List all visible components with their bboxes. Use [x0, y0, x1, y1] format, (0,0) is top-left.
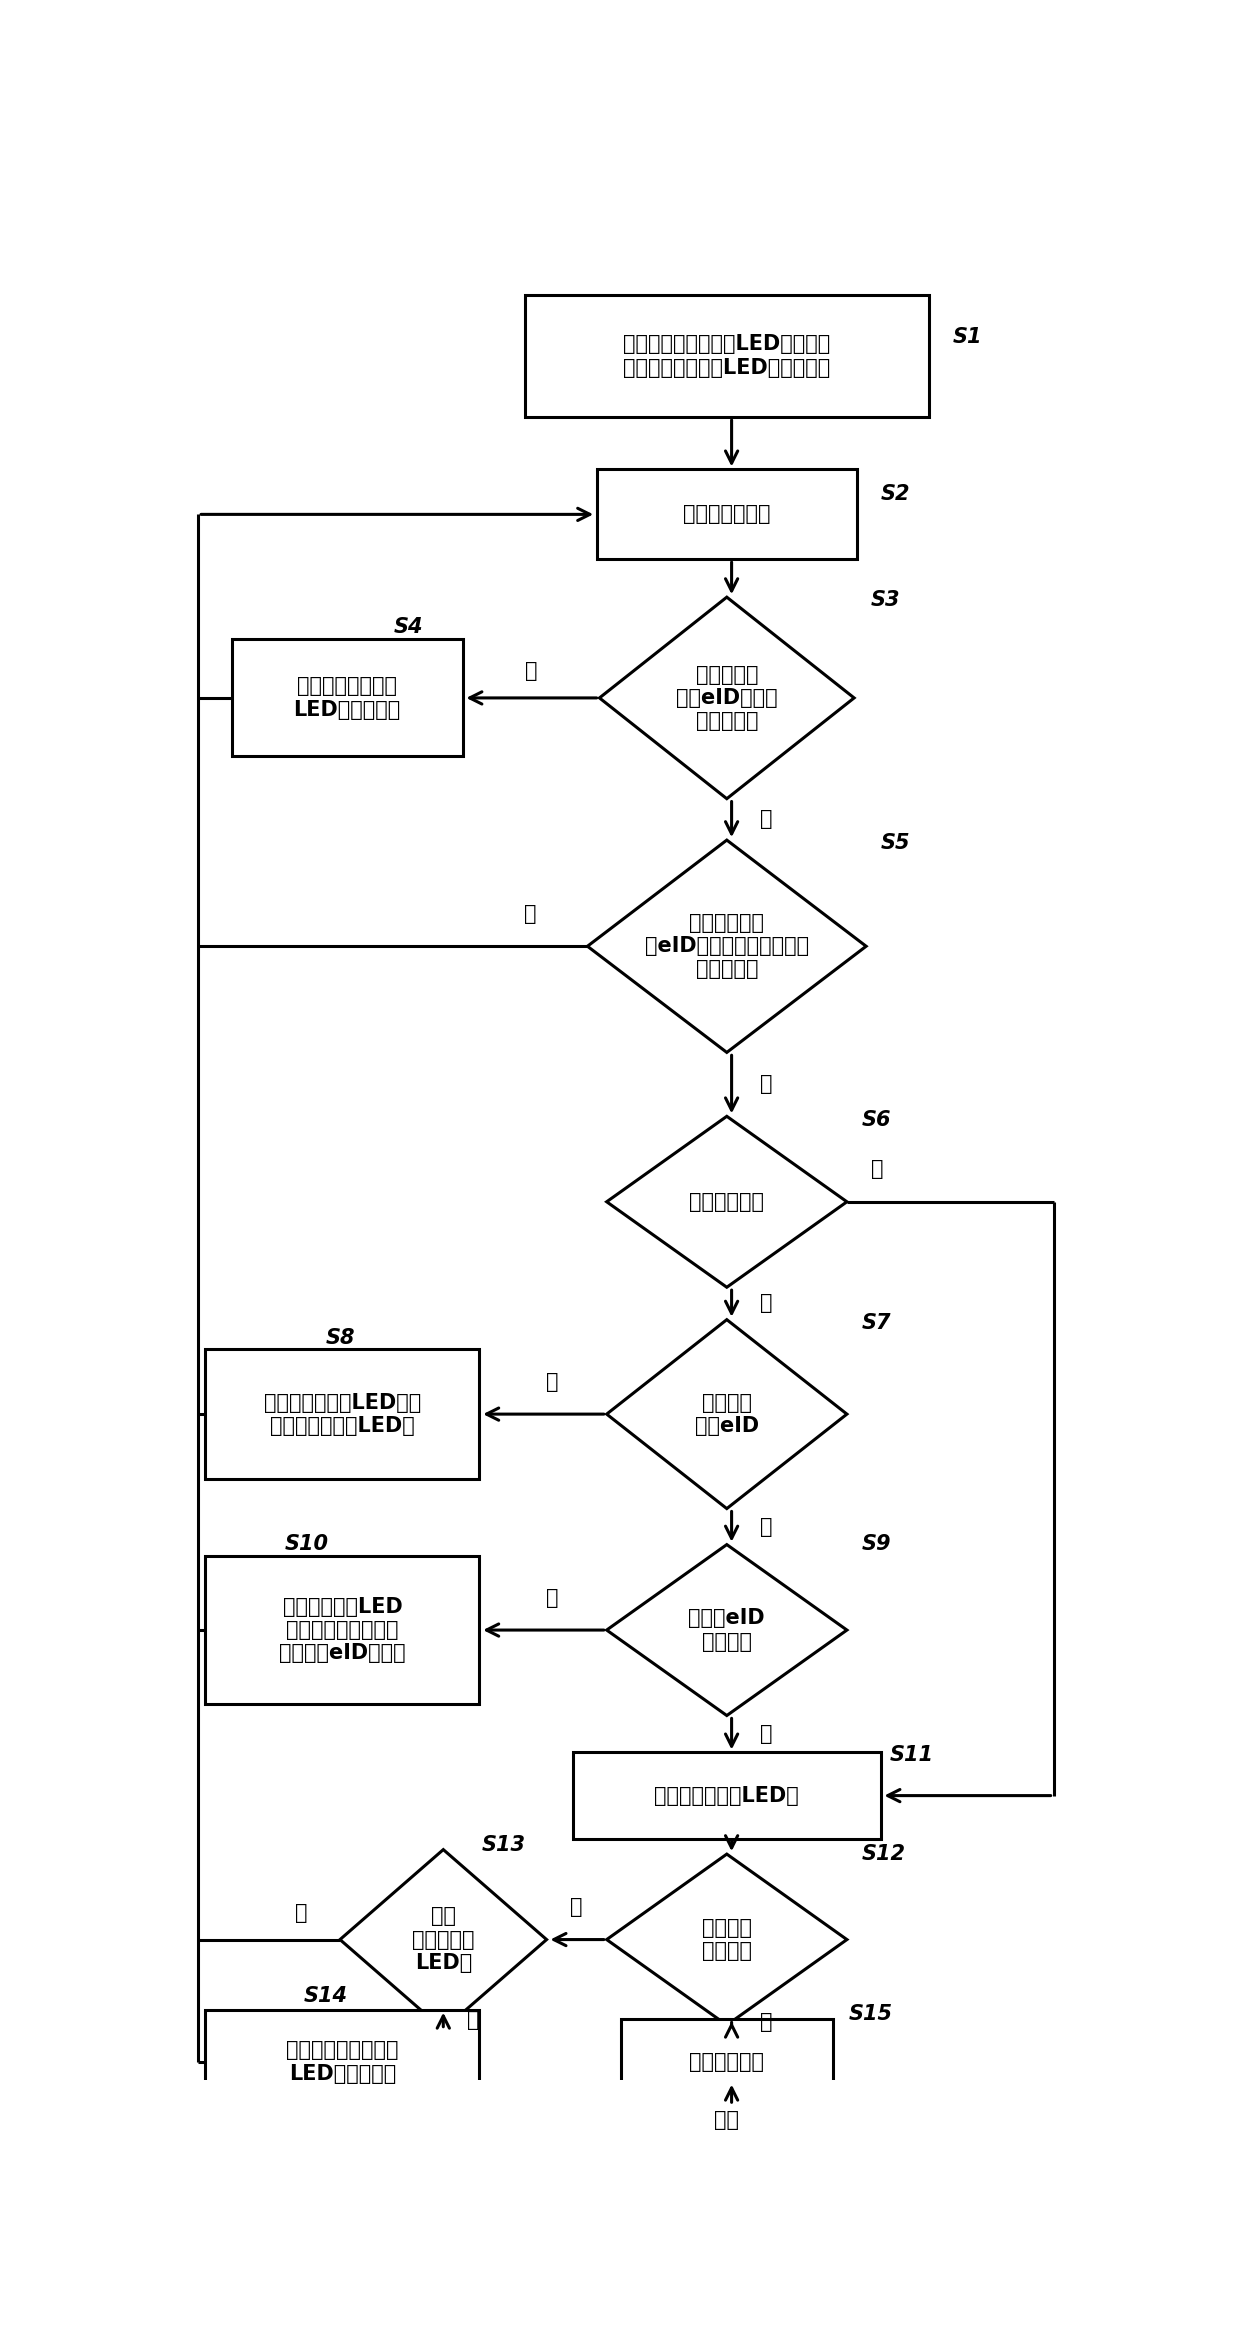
Text: S11: S11 [890, 1746, 934, 1764]
Text: 否: 否 [570, 1898, 583, 1916]
Text: 将当前插入端口的
LED灯改为快闪: 将当前插入端口的 LED灯改为快闪 [294, 675, 401, 720]
Text: S7: S7 [862, 1313, 890, 1332]
Text: S2: S2 [880, 484, 910, 502]
Text: 灭掉当前端口的LED灯，
点亮对端端口的LED灯: 灭掉当前端口的LED灯， 点亮对端端口的LED灯 [264, 1393, 422, 1435]
Text: 是否存在对端: 是否存在对端 [689, 1192, 764, 1213]
Text: 灭掉当前端口的LED灯: 灭掉当前端口的LED灯 [655, 1785, 799, 1807]
Text: 结束: 结束 [714, 2110, 739, 2129]
Text: 否: 否 [870, 1159, 883, 1180]
Text: S9: S9 [862, 1535, 890, 1554]
Text: 否: 否 [467, 2010, 480, 2029]
Text: 对端是否
插入eID: 对端是否 插入eID [694, 1393, 759, 1435]
Polygon shape [588, 839, 866, 1052]
FancyBboxPatch shape [206, 2010, 480, 2115]
Text: 否: 否 [523, 904, 536, 923]
Text: 显示工单完成: 显示工单完成 [689, 2052, 764, 2073]
Text: S15: S15 [849, 2005, 893, 2024]
FancyBboxPatch shape [525, 294, 929, 418]
FancyBboxPatch shape [596, 470, 857, 559]
Text: 否: 否 [547, 1372, 559, 1393]
Polygon shape [606, 1117, 847, 1288]
Text: 是: 是 [760, 1725, 773, 1743]
Text: S6: S6 [862, 1110, 890, 1129]
Text: S8: S8 [326, 1327, 356, 1348]
Text: 是: 是 [760, 2012, 773, 2031]
Text: 是: 是 [760, 809, 773, 830]
Text: 是: 是 [760, 1292, 773, 1313]
Polygon shape [606, 1320, 847, 1510]
Text: 当前工单
是否完成: 当前工单 是否完成 [702, 1919, 751, 1961]
Text: 是: 是 [295, 1902, 308, 1923]
Polygon shape [340, 1849, 547, 2029]
Polygon shape [599, 598, 854, 799]
Text: S3: S3 [870, 589, 900, 610]
Text: 是否
存在慢闪的
LED灯: 是否 存在慢闪的 LED灯 [412, 1907, 475, 1972]
Text: 是: 是 [760, 1075, 773, 1094]
Text: 将当前端口的LED
灯改为快闪状态，显
示与对端eID不匹配: 将当前端口的LED 灯改为快闪状态，显 示与对端eID不匹配 [279, 1596, 405, 1664]
FancyBboxPatch shape [232, 640, 463, 757]
Text: S10: S10 [285, 1535, 329, 1554]
Text: S12: S12 [862, 1844, 905, 1865]
FancyBboxPatch shape [206, 1556, 480, 1704]
Text: 当前端口插入
的eID类型与工单信息的类
型是否一致: 当前端口插入 的eID类型与工单信息的类 型是否一致 [645, 914, 808, 979]
Text: 否: 否 [525, 661, 537, 680]
Polygon shape [606, 1853, 847, 2026]
FancyBboxPatch shape [206, 1348, 480, 1479]
Text: 是: 是 [760, 1517, 773, 1538]
Ellipse shape [650, 2082, 804, 2157]
Text: S1: S1 [952, 327, 982, 346]
FancyBboxPatch shape [621, 2019, 832, 2106]
Text: S4: S4 [393, 617, 423, 636]
Text: S13: S13 [481, 1835, 526, 1856]
Text: S14: S14 [304, 1986, 348, 2005]
Text: 否: 否 [547, 1587, 559, 1608]
Text: 将所有待施工端口的LED灯点为常
亮，将指引端口的LED灯点为慢闪: 将所有待施工端口的LED灯点为常 亮，将指引端口的LED灯点为慢闪 [624, 334, 831, 379]
Text: S5: S5 [880, 832, 910, 853]
Text: 等待端口灯操作: 等待端口灯操作 [683, 505, 770, 523]
Text: 将下一个指引端口的
LED灯改为慢闪: 将下一个指引端口的 LED灯改为慢闪 [286, 2040, 398, 2085]
FancyBboxPatch shape [573, 1753, 880, 1839]
Polygon shape [606, 1545, 847, 1715]
Text: 与对端eID
是否匹配: 与对端eID 是否匹配 [688, 1608, 765, 1652]
Text: 判断插入的
跳纤eID是否为
待施工端口: 判断插入的 跳纤eID是否为 待施工端口 [676, 664, 777, 731]
